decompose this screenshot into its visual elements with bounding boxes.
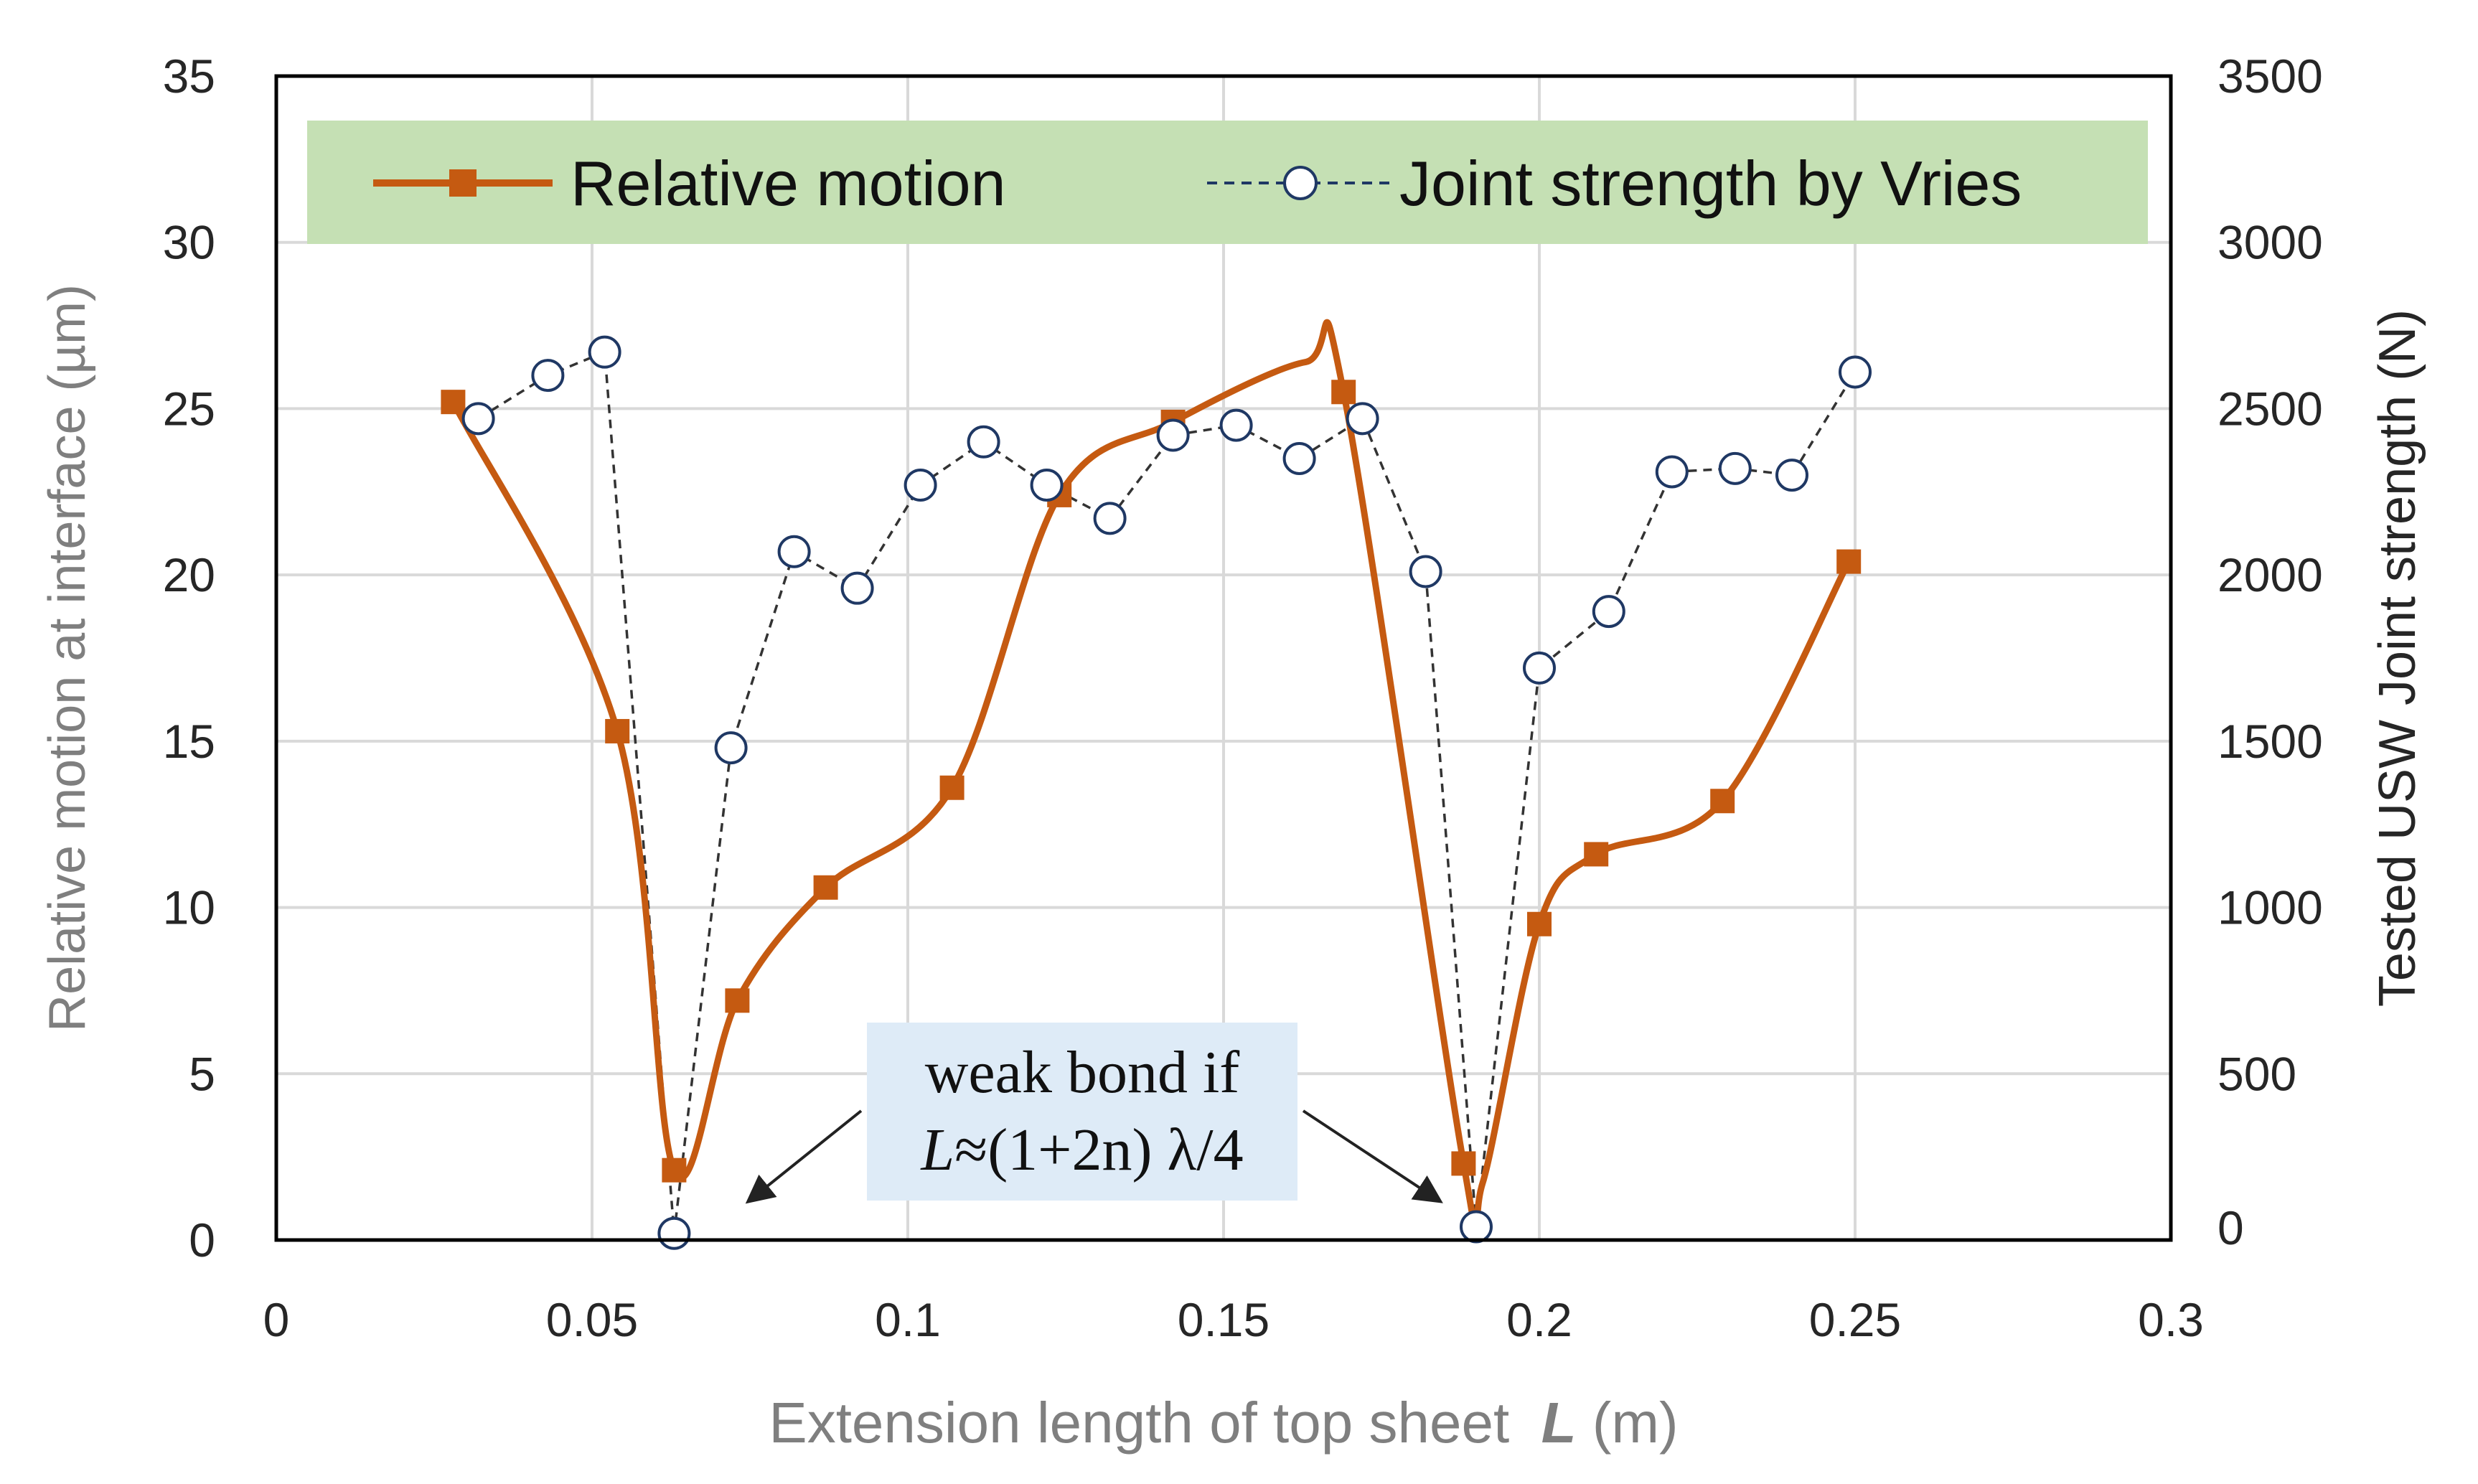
x-label-symbol: L [1541,1391,1577,1455]
left-axis-ticks: 0 5 10 15 20 25 30 35 [163,50,215,1267]
x-label-text: Extension length of top sheet [769,1391,1509,1455]
joint-strength-point [1775,459,1808,492]
joint-strength-point [1156,418,1190,452]
right-tick-label: 1500 [2217,715,2323,768]
joint-strength-point [714,731,748,765]
relative-motion-point [605,718,630,743]
relative-motion-point [1331,380,1356,405]
joint-strength-point [1409,555,1442,588]
joint-strength-line [477,350,1857,1234]
relative-motion-point [662,1157,687,1183]
annotation-line-1: weak bond if [925,1039,1240,1106]
relative-motion-point [1451,1151,1476,1176]
right-tick-label: 2500 [2217,382,2323,435]
joint-strength-point [1219,408,1253,442]
joint-strength-point [1523,651,1556,685]
joint-strength-point [967,425,1000,459]
x-axis-ticks: 0 0.05 0.1 0.15 0.2 0.25 0.3 [263,1293,2204,1346]
joint-strength-point [531,359,565,393]
x-tick-label: 0.2 [1506,1293,1572,1346]
joint-strength-point [1592,595,1625,629]
joint-strength-point [1346,402,1379,436]
annotation-line-2: L≈(1+2n) λ/4 [920,1117,1243,1183]
legend-relative-motion-label: Relative motion [571,148,1006,219]
right-axis-title: Tested USW Joint strength (N) [2369,309,2426,1007]
x-tick-label: 0.3 [2138,1293,2204,1346]
left-tick-label: 15 [163,715,215,768]
joint-strength-point [1460,1210,1493,1244]
annotation-arrow-right [1302,1109,1443,1203]
series-layer [441,319,1872,1250]
joint-strength-point [1655,455,1689,489]
right-tick-label: 2000 [2217,548,2323,601]
x-label-unit: (m) [1592,1391,1679,1455]
left-axis-title: Relative motion at interface (µm) [39,284,96,1032]
joint-strength-point [1718,451,1752,485]
legend-joint-strength-label: Joint strength by Vries [1399,148,2022,219]
x-tick-label: 0.25 [1809,1293,1901,1346]
left-tick-label: 30 [163,216,215,269]
right-tick-label: 3000 [2217,216,2323,269]
x-label-unit-gap [1577,1391,1592,1455]
x-tick-label: 0.1 [875,1293,941,1346]
weak-bond-annotation: weak bond if L≈(1+2n) λ/4 [745,1023,1443,1204]
plot-area-border [274,74,2173,1242]
annotation-box [867,1023,1297,1201]
annotation-symbol: L [920,1117,954,1183]
annotation-formula: ≈(1+2n) λ/4 [954,1117,1244,1183]
joint-strength-point [588,335,621,369]
relative-motion-point [813,875,838,900]
left-tick-label: 0 [189,1213,215,1267]
bottom-axis-title: Extension length of top sheet L (m) [769,1391,1678,1455]
joint-strength-point [1030,469,1064,502]
right-tick-label: 500 [2217,1047,2296,1100]
relative-motion-point [1836,549,1862,574]
left-tick-label: 5 [189,1047,215,1100]
left-tick-label: 25 [163,382,215,435]
right-tick-label: 0 [2217,1201,2244,1254]
x-tick-label: 0 [263,1293,290,1346]
relative-motion-point [1710,789,1735,814]
joint-strength-point [1839,355,1872,389]
relative-motion-point [725,988,750,1013]
left-tick-label: 20 [163,548,215,601]
legend-joint-strength-marker [1283,166,1318,200]
joint-strength-point [777,535,811,568]
legend-relative-motion-marker [449,169,477,197]
right-axis-ticks: 0 500 1000 1500 2000 2500 3000 3500 [2217,50,2323,1254]
relative-motion-point [939,775,965,800]
annotation-arrow-left [745,1109,863,1204]
left-tick-label: 10 [163,881,215,934]
relative-motion-point [1527,911,1552,936]
joint-strength-point [840,571,874,605]
relative-motion-point [1584,842,1609,867]
joint-strength-point [461,402,495,436]
joint-strength-point [1282,441,1316,475]
legend: Relative motion Joint strength by Vries [307,121,2148,244]
joint-strength-point [657,1216,691,1250]
right-tick-label: 1000 [2217,881,2323,934]
x-tick-label: 0.05 [546,1293,638,1346]
right-tick-label: 3500 [2217,50,2323,103]
relative-motion-point [441,390,466,415]
x-tick-label: 0.15 [1178,1293,1269,1346]
x-label-gap [1509,1391,1541,1455]
joint-strength-point [904,469,937,502]
left-tick-label: 35 [163,50,215,103]
joint-strength-point [1093,502,1127,535]
